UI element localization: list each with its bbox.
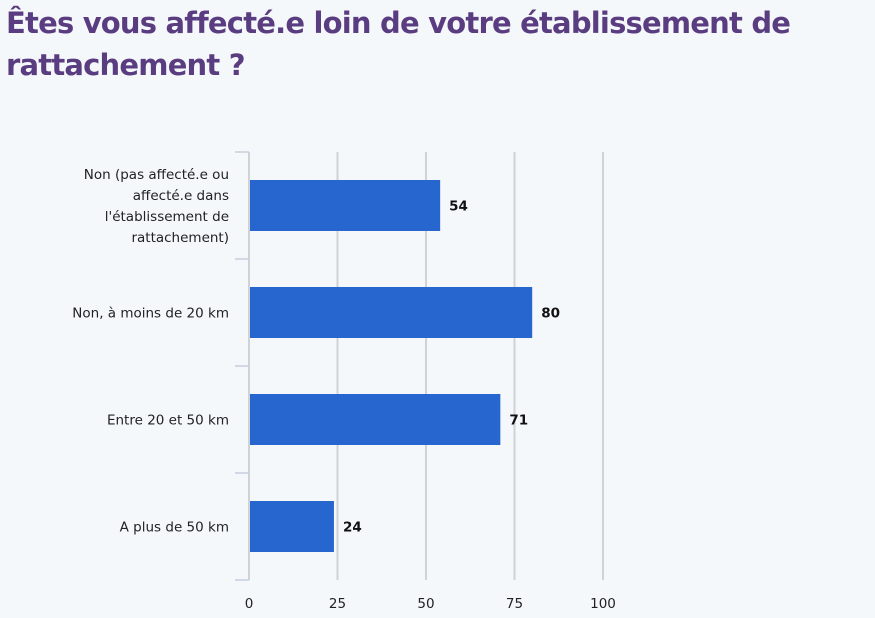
category-label: A plus de 50 km: [120, 520, 229, 536]
x-tick-label: 25: [329, 596, 346, 612]
category-label: Non, à moins de 20 km: [72, 306, 229, 322]
bar: [250, 287, 533, 338]
x-tick-label: 50: [417, 596, 434, 612]
data-label: 71: [509, 413, 528, 429]
x-tick-label: 75: [506, 596, 523, 612]
data-label: 54: [449, 199, 468, 215]
x-tick-label: 100: [590, 596, 616, 612]
x-tick-label: 0: [245, 596, 254, 612]
bar: [250, 501, 334, 552]
category-label: Non (pas affecté.e ou affecté.e dans l'éta…: [84, 167, 229, 246]
data-label: 24: [343, 520, 362, 536]
category-label: Entre 20 et 50 km: [107, 413, 229, 429]
bar: [250, 394, 501, 445]
chart-title: Êtes vous affecté.e loin de votre établi…: [6, 6, 791, 82]
data-label: 80: [541, 306, 560, 322]
bar: [250, 180, 441, 231]
